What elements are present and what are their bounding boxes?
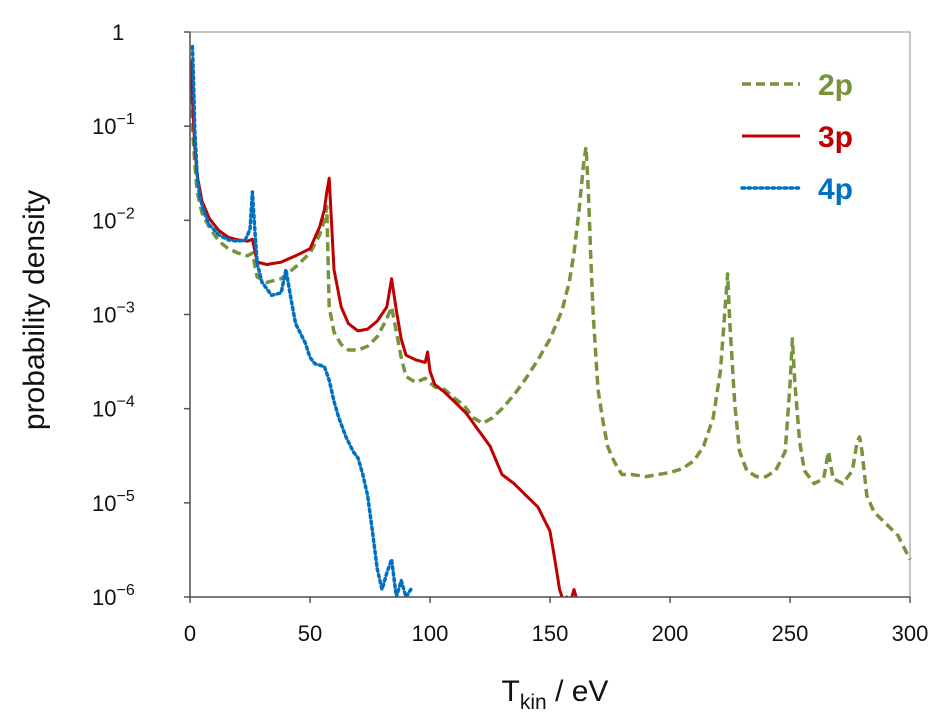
legend: 2p 3p 4p — [740, 69, 853, 206]
y-tick-base: 10 — [92, 208, 116, 233]
x-axis-label-subscript: kin — [520, 691, 547, 713]
y-tick-base: 10 — [92, 585, 116, 610]
legend-label-2p: 2p — [818, 69, 853, 102]
series-layer — [190, 44, 912, 597]
series-line-3p — [190, 60, 578, 597]
y-tick-label: 10−3 — [92, 300, 135, 328]
y-tick-exponent: −6 — [116, 582, 134, 599]
plot-frame — [189, 31, 911, 598]
y-tick-base: 10 — [92, 491, 116, 516]
x-axis-label: Tkin / eV — [502, 675, 609, 713]
x-axis-label-unit: / eV — [547, 675, 609, 708]
y-tick-exponent: −5 — [116, 488, 134, 505]
y-tick-exponent: −4 — [116, 394, 134, 411]
x-ticks: 0 50 100 150 200 250 300 — [184, 597, 928, 646]
y-ticks: 110−110−210−310−410−510−6 — [92, 20, 190, 610]
y-tick-label: 10−4 — [92, 394, 135, 422]
y-tick-label: 10−2 — [92, 205, 135, 233]
x-axis-label-main: T — [502, 675, 520, 708]
x-tick-label: 150 — [532, 621, 569, 646]
y-axis-label: probability density — [18, 190, 51, 430]
legend-label-3p: 3p — [818, 121, 853, 154]
x-tick-label: 50 — [298, 621, 322, 646]
series-line-4p — [190, 44, 413, 597]
y-tick-label: 10−6 — [92, 582, 135, 610]
y-tick-exponent: −2 — [116, 205, 134, 222]
y-tick-base: 10 — [92, 303, 116, 328]
y-tick-label: 10−1 — [92, 111, 135, 139]
x-tick-label: 300 — [892, 621, 929, 646]
y-tick-exponent: −3 — [116, 300, 134, 317]
y-tick-base: 10 — [92, 114, 116, 139]
x-tick-label: 250 — [772, 621, 809, 646]
y-tick-base: 10 — [92, 397, 116, 422]
y-tick-label: 10−5 — [92, 488, 135, 516]
x-tick-label: 0 — [184, 621, 196, 646]
series-line-2p — [190, 81, 912, 561]
x-tick-label: 100 — [412, 621, 449, 646]
y-tick-base: 1 — [112, 20, 124, 45]
x-tick-label: 200 — [652, 621, 689, 646]
y-tick-label: 1 — [112, 20, 124, 45]
axes-layer — [189, 32, 910, 598]
legend-label-4p: 4p — [818, 173, 853, 206]
y-tick-exponent: −1 — [116, 111, 134, 128]
